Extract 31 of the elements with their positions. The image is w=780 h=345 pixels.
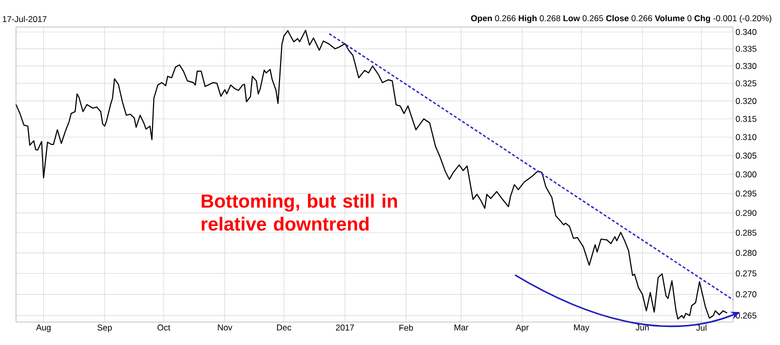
x-tick-label: Oct — [158, 324, 170, 331]
x-tick-label: Aug — [36, 324, 51, 332]
x-tick-label: 2017 — [336, 324, 354, 331]
x-tick-label: Dec — [277, 324, 292, 330]
x-tick-label: May — [574, 324, 590, 332]
annotation: Bottoming, but still in relative downtrend — [202, 194, 397, 231]
y-tick-label: 0.305 — [736, 152, 756, 159]
y-tick-label: 0.330 — [736, 62, 756, 69]
y-tick-label: 0.290 — [736, 210, 756, 216]
y-tick-label: 0.275 — [736, 270, 756, 276]
y-tick-label: 0.325 — [736, 80, 756, 86]
x-tick-label: Apr — [516, 324, 529, 332]
x-tick-label: Mar — [454, 324, 468, 330]
x-tick-label: Sep — [98, 324, 112, 332]
y-tick-label: 0.310 — [736, 134, 756, 140]
y-tick-label: 0.270 — [736, 291, 756, 298]
x-tick-label: Nov — [218, 324, 232, 330]
y-tick-label: 0.340 — [736, 29, 756, 36]
y-tick-label: 0.300 — [736, 171, 756, 178]
x-tick-label: Jul — [696, 324, 706, 331]
x-tick-label: Feb — [399, 324, 413, 331]
y-tick-label: 0.285 — [736, 230, 756, 236]
y-tick-label: 0.320 — [736, 98, 756, 104]
line-series — [15, 30, 728, 320]
text: Open 0.266 High 0.268 Low 0.265 Close 0.266 Volume 0 Chg -0.001 (-0.20%) — [471, 15, 772, 23]
y-tick-label: 0.315 — [736, 116, 756, 122]
y-tick-label: 0.280 — [736, 250, 756, 256]
y-tick-label: 0.335 — [736, 46, 756, 52]
text: 17-Jul-2017 — [2, 16, 46, 22]
y-tick-label: 0.295 — [736, 190, 756, 197]
x-tick-label: Jun — [636, 324, 649, 330]
